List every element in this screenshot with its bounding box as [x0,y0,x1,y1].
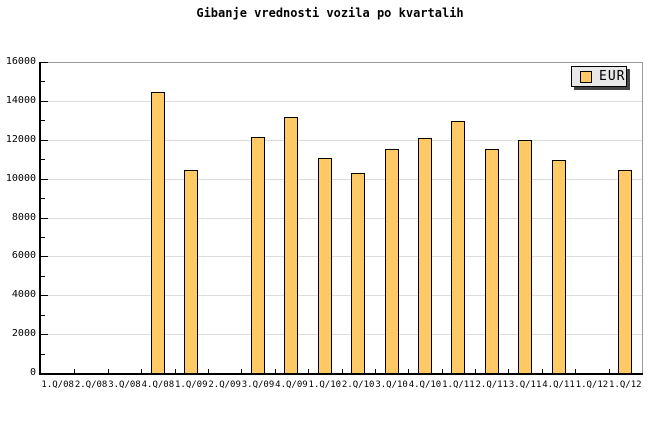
x-axis-tick [608,369,610,373]
x-axis-label: 4.Q/10 [408,380,442,390]
y-axis-line [39,62,41,375]
bar [351,172,366,373]
bar [251,136,266,373]
x-axis-label: 1.Q/12 [609,380,642,390]
gridline [41,334,642,336]
y-axis-label: 16000 [5,56,36,67]
bar [518,139,533,373]
y-axis-minor-tick [41,353,45,355]
gridline [41,295,642,297]
gridline [41,139,642,141]
x-axis-tick [408,369,410,373]
x-axis-label: 1.Q/11 [442,380,475,390]
bar [417,137,432,373]
y-axis-major-tick [41,100,48,102]
plot-frame-top [41,62,643,63]
bar [384,149,399,373]
bar [150,92,165,373]
bar [184,169,199,373]
x-axis-label: 4.Q/08 [141,380,175,390]
gridline [41,256,642,258]
y-axis-major-tick [41,178,48,180]
y-axis-label: 0 [29,367,36,378]
y-axis-minor-tick [41,81,45,83]
x-axis-tick [308,369,310,373]
y-axis-major-tick [41,217,48,219]
bar [317,158,332,373]
y-axis-minor-tick [41,198,45,200]
y-axis-label: 2000 [11,328,36,340]
legend-swatch-icon [580,70,592,83]
x-axis-label: 4.Q/11 [542,380,575,390]
x-axis-tick [508,369,510,373]
x-axis-label: 3.Q/10 [375,380,408,390]
x-axis-label: 1.Q/08 [41,380,74,390]
x-axis-label: 2.Q/10 [341,380,375,390]
x-axis-tick [74,369,76,373]
x-axis-tick [241,369,243,373]
y-axis-major-tick [41,62,48,63]
y-axis-minor-tick [41,275,45,277]
legend: EUR [571,66,627,87]
x-axis-label: 1.Q/12 [575,380,609,390]
bar [551,160,566,373]
y-axis-minor-tick [41,120,45,122]
x-axis-label: 3.Q/11 [508,380,542,390]
x-axis-tick [441,369,443,373]
y-axis-minor-tick [41,236,45,238]
x-axis-tick [341,369,343,373]
x-axis-label: 1.Q/10 [308,380,342,390]
x-axis-label: 4.Q/09 [275,380,308,390]
bar [484,149,499,373]
x-axis-tick [207,369,209,373]
x-axis-tick [541,369,543,373]
bar [451,121,466,373]
legend-label: EUR [599,69,626,84]
gridline [41,100,642,102]
y-axis-major-tick [41,256,48,258]
y-axis-label: 12000 [5,133,36,145]
x-axis-tick [475,369,477,373]
bar [284,117,299,373]
plot-area [39,62,643,375]
x-axis-label: 2.Q/09 [208,380,241,390]
x-axis-line [39,373,643,375]
y-axis-major-tick [41,295,48,297]
x-axis-tick [174,369,176,373]
y-axis-label: 6000 [11,250,36,262]
x-axis-label: 2.Q/11 [475,380,509,390]
y-axis-label: 10000 [5,172,36,184]
x-axis-tick [575,369,577,373]
y-axis-major-tick [41,139,48,141]
x-axis-tick [374,369,376,373]
gridline [41,217,642,219]
x-axis-tick [274,369,276,373]
y-axis-minor-tick [41,159,45,161]
chart-title: Gibanje vrednosti vozila po kvartalih [196,6,464,20]
x-axis-label: 2.Q/08 [74,380,108,390]
y-axis-label: 14000 [5,94,36,106]
y-axis-label: 8000 [11,211,36,223]
y-axis-label: 4000 [11,289,36,301]
x-axis-label: 1.Q/09 [174,380,208,390]
plot-frame-right [642,62,643,373]
x-axis-label: 3.Q/08 [108,380,141,390]
gridline [41,178,642,180]
x-axis-tick [141,369,143,373]
y-axis-major-tick [41,334,48,336]
y-axis-minor-tick [41,314,45,316]
x-axis-label: 3.Q/09 [241,380,275,390]
x-axis-tick [107,369,109,373]
bar [618,169,633,373]
